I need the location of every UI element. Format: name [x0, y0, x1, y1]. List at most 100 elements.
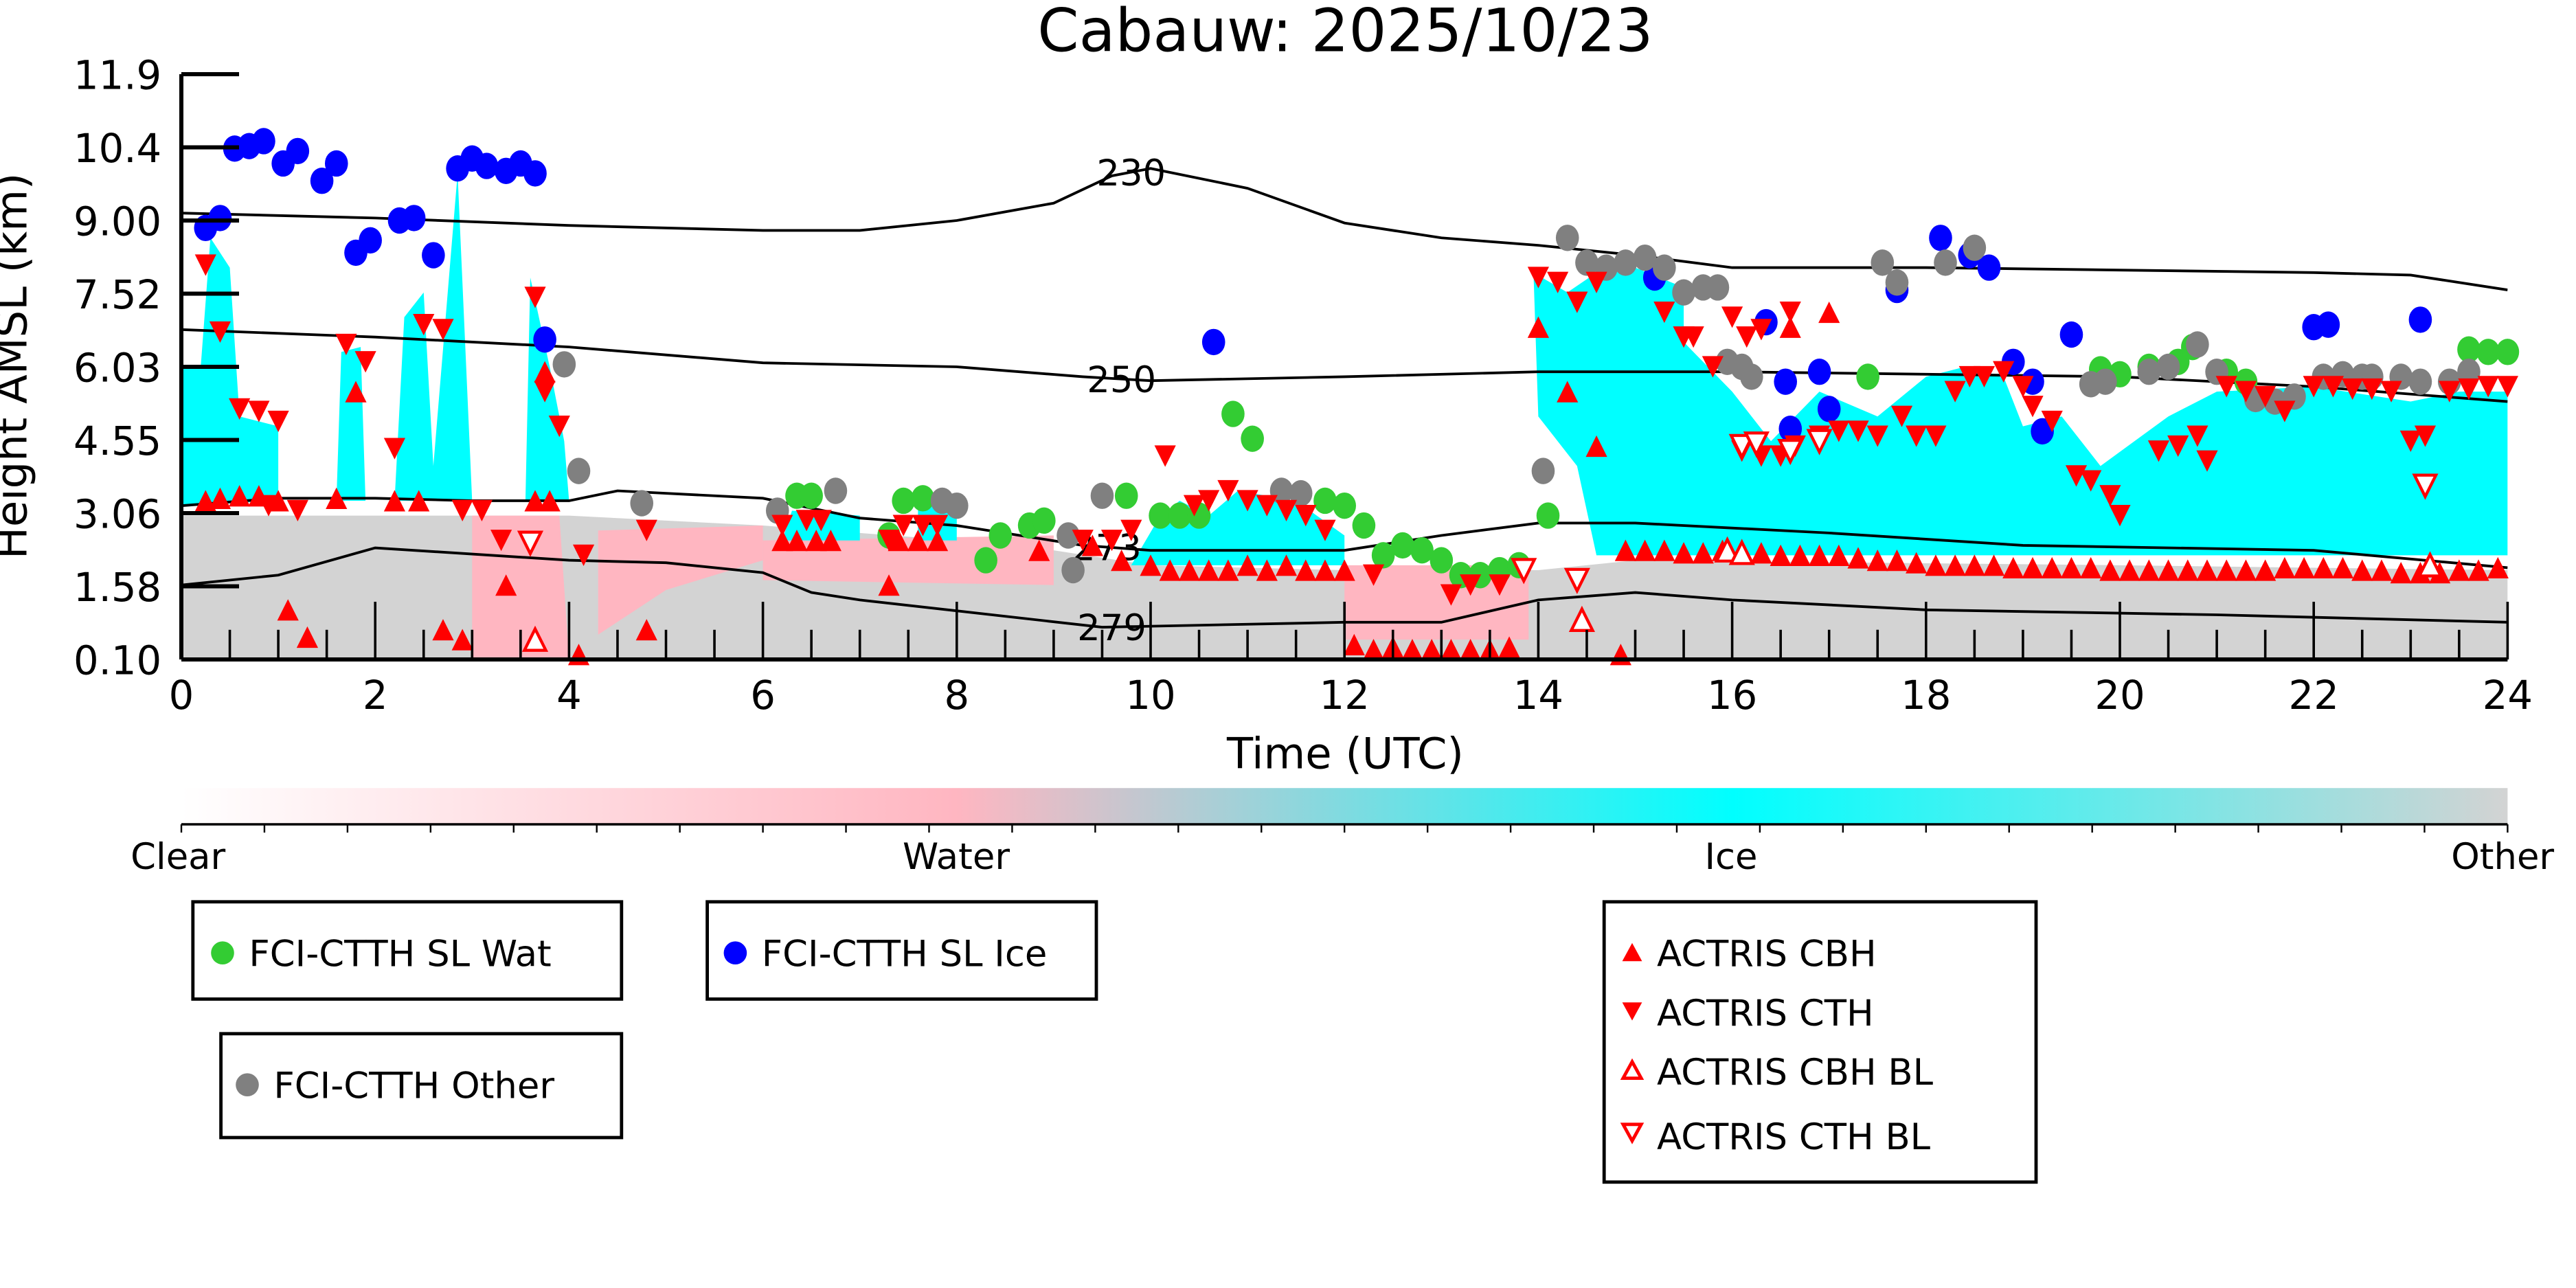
data-point	[1770, 544, 1792, 566]
data-point	[1973, 365, 1996, 388]
x-tick-label: 16	[1707, 673, 1757, 719]
data-point	[1743, 431, 1770, 458]
data-point	[1314, 559, 1336, 581]
isotherm-label: 279	[1077, 607, 1146, 649]
data-point	[926, 530, 949, 552]
data-point	[1072, 530, 1094, 552]
data-point	[2412, 473, 2439, 500]
data-point	[286, 499, 308, 521]
chart-title: Cabauw: 2025/10/23	[1037, 0, 1653, 65]
data-point	[1807, 359, 1831, 385]
x-tick-label: 20	[2094, 673, 2145, 719]
data-point	[2457, 359, 2481, 385]
legend-marker-cth-bl-open-triangle-down	[1620, 1122, 1645, 1144]
data-point	[1890, 405, 1913, 427]
colorbar-gradient	[181, 788, 2508, 824]
legend-fci-ice: FCI-CTTH SL Ice	[705, 900, 1098, 1001]
data-point	[1653, 254, 1676, 281]
data-point	[2322, 376, 2345, 398]
data-point	[2119, 559, 2140, 581]
data-point	[911, 485, 935, 512]
legend-marker-cbh-bl-open-triangle-up	[1620, 1058, 1645, 1080]
data-point	[1460, 574, 1482, 596]
legend-label: FCI-CTTH SL Ice	[762, 933, 1048, 975]
data-point	[1201, 328, 1225, 356]
x-tick-label: 24	[2483, 673, 2533, 719]
data-point	[1934, 249, 1957, 276]
data-point	[548, 416, 570, 438]
data-point	[2496, 376, 2518, 398]
data-point	[771, 515, 793, 536]
data-point	[229, 485, 251, 507]
legend-label: FCI-CTTH Other	[273, 1065, 554, 1107]
data-point	[1774, 368, 1798, 395]
cloud-mask-ice	[1533, 267, 2508, 556]
data-point	[1728, 539, 1755, 565]
isotherm-line-230	[181, 167, 2508, 291]
data-point	[1728, 433, 1755, 460]
data-point	[2080, 470, 2102, 492]
data-point	[1906, 425, 1928, 447]
data-point	[1256, 495, 1278, 517]
data-point	[1777, 438, 1804, 466]
data-point	[1498, 636, 1520, 658]
data-point	[2186, 331, 2209, 358]
data-point	[1557, 381, 1579, 403]
legend-label: ACTRIS CBH	[1657, 933, 1877, 975]
data-point	[383, 438, 406, 460]
legend-actris: ACTRIS CBH ACTRIS CTH ACTRIS CBH BL ACTR…	[1602, 900, 2038, 1184]
data-point	[359, 227, 382, 254]
data-point	[267, 410, 289, 433]
data-point	[2137, 359, 2161, 385]
data-point	[1750, 319, 1772, 341]
data-point	[1256, 559, 1278, 581]
data-point	[1806, 429, 1833, 455]
data-point	[324, 150, 348, 177]
data-point	[413, 314, 435, 336]
data-point	[1925, 554, 1947, 576]
data-point	[1081, 534, 1103, 556]
data-point	[1313, 487, 1337, 515]
data-point	[1149, 502, 1172, 529]
data-point	[229, 398, 251, 420]
data-point	[2041, 410, 2063, 433]
data-point	[1460, 638, 1482, 661]
data-point	[432, 619, 454, 641]
data-point	[1275, 499, 1298, 521]
data-point	[2274, 556, 2296, 579]
data-point	[2467, 559, 2489, 581]
data-point	[523, 160, 547, 187]
data-point	[209, 321, 231, 343]
data-point	[208, 205, 232, 231]
data-point	[2109, 505, 2131, 527]
cloud-mask-ice	[181, 238, 279, 506]
data-point	[1871, 249, 1895, 276]
data-point	[1511, 558, 1537, 585]
cloud-mask-ice	[394, 173, 473, 501]
data-point	[1740, 363, 1763, 390]
data-point	[888, 530, 909, 552]
cloud-mask-water	[472, 515, 569, 659]
data-point	[345, 381, 367, 403]
legend-label: ACTRIS CBH BL	[1657, 1052, 1934, 1094]
legend-marker-gray-circle	[236, 1073, 259, 1096]
data-point	[2215, 559, 2237, 581]
data-point	[194, 254, 216, 276]
data-point	[635, 619, 657, 641]
data-point	[1673, 542, 1695, 564]
data-point	[1653, 301, 1675, 324]
data-point	[2156, 353, 2180, 381]
data-point	[2331, 556, 2354, 579]
data-point	[1410, 536, 1434, 564]
x-tick-label: 18	[1901, 673, 1951, 719]
data-point	[1120, 519, 1142, 541]
data-point	[1241, 425, 1264, 452]
data-point	[2274, 400, 2296, 422]
data-point	[552, 351, 576, 378]
isotherm-label: 230	[1096, 152, 1166, 194]
data-point	[1198, 490, 1220, 512]
data-point	[2342, 378, 2364, 400]
data-point	[810, 510, 832, 532]
x-tick-label: 0	[169, 673, 194, 719]
data-point	[820, 530, 841, 552]
